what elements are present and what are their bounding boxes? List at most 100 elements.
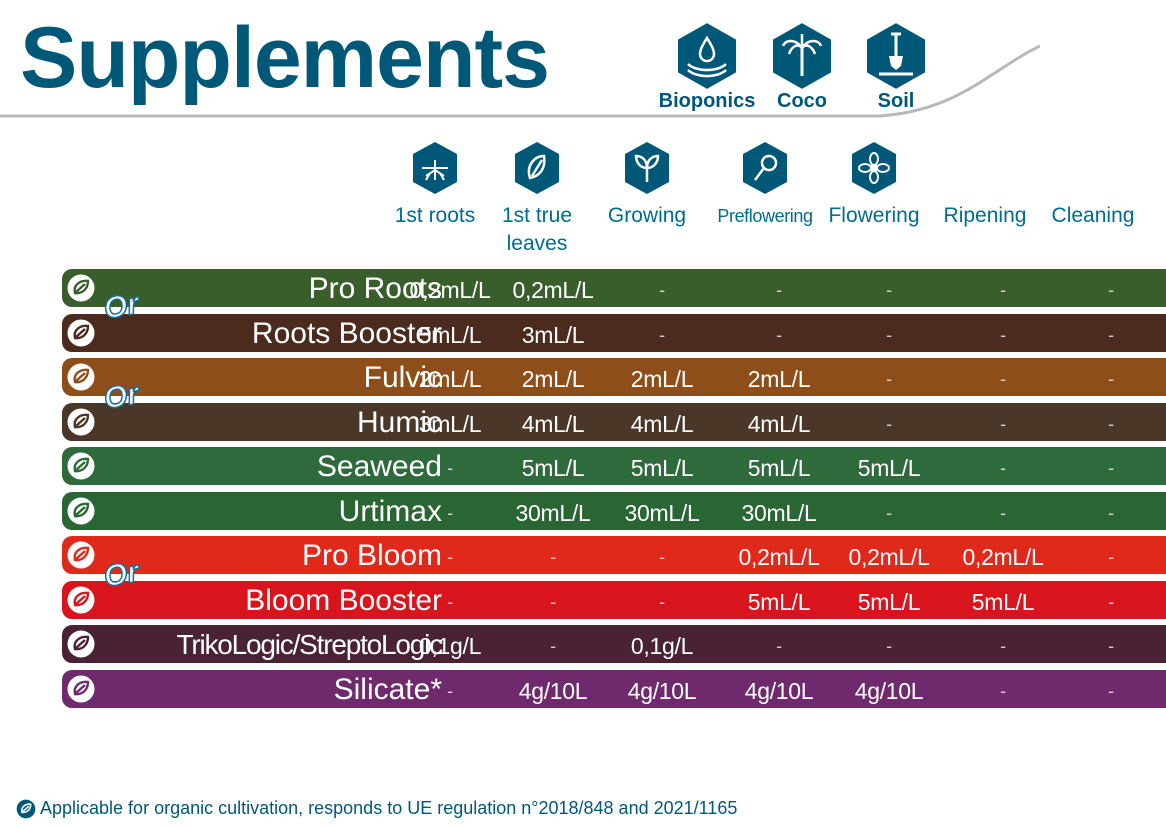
dosage-cell: - <box>886 502 892 523</box>
stage-label: 1st roots <box>394 204 476 227</box>
dosage-cell: - <box>1108 324 1114 345</box>
dosage-cell: - <box>886 324 892 345</box>
medium-soil: Soil <box>841 20 951 113</box>
dosage-cell: - <box>1000 280 1006 300</box>
roots-icon <box>413 142 457 194</box>
stage-ripening: Ripening <box>930 196 1040 230</box>
dosage-cell: 5mL/L <box>630 455 694 481</box>
product-table: Pro Roots 0,2mL/L 0,2mL/L - - - - - Roots Booste… <box>62 269 1166 714</box>
dosage-cell: - <box>1108 280 1114 300</box>
dosage-cell: 4g/10L <box>518 677 588 704</box>
table-row: Humic 3mL/L 4mL/L 4mL/L 4mL/L - - - <box>62 402 1166 441</box>
dosage-cell: 2mL/L <box>521 366 585 392</box>
table-row: Pro Bloom - - -0,2mL/L 0,2mL/L 0,2mL/L - <box>62 536 1166 574</box>
dosage-cell: 5mL/L <box>521 455 585 481</box>
dosage-cell: - <box>1108 458 1114 478</box>
dosage-cell: - <box>1108 369 1114 389</box>
medium-label: Soil <box>877 90 915 112</box>
organic-badge-icon <box>67 630 95 658</box>
organic-badge-icon <box>67 408 95 435</box>
medium-coco: Coco <box>747 20 857 113</box>
dosage-cell: 0,2mL/L <box>512 277 594 303</box>
header-band <box>0 0 1040 118</box>
stage-1st-roots: 1st roots <box>380 140 490 230</box>
stage-growing: Growing <box>592 140 702 230</box>
stage-label: Growing <box>607 204 687 227</box>
organic-badge-icon <box>67 274 95 302</box>
dosage-cell: - <box>886 369 892 389</box>
dosage-cell: - <box>1108 502 1114 523</box>
dosage-cell: 30mL/L <box>741 499 817 526</box>
flower-icon <box>852 142 896 194</box>
medium-label: Coco <box>777 90 827 112</box>
product-name: Silicate* <box>333 672 442 706</box>
dosage-cell: - <box>447 547 453 567</box>
dosage-cell: 5mL/L <box>747 588 811 615</box>
dosage-cell: 0,2mL/L <box>409 277 491 303</box>
dosage-cell: 5mL/L <box>418 321 482 348</box>
or-label: Or <box>101 286 143 326</box>
organic-badge-icon <box>67 363 95 391</box>
dosage-cell: - <box>886 636 892 656</box>
dosage-cell: 30mL/L <box>515 499 591 526</box>
page-title: Supplements <box>20 10 550 106</box>
stage-label: Flowering <box>828 204 920 227</box>
dosage-cell: - <box>1108 636 1114 656</box>
product-name: Bloom Booster <box>245 583 442 617</box>
dosage-cell: 2mL/L <box>418 366 482 392</box>
footnote-text: Applicable for organic cultivation, resp… <box>40 798 738 818</box>
dosage-cell: - <box>550 591 556 612</box>
table-row: Bloom Booster - - -5mL/L 5mL/L 5mL/L - <box>62 580 1166 619</box>
stage-cleaning: Cleaning <box>1038 196 1148 230</box>
stage-flowering: Flowering <box>819 140 929 230</box>
dosage-cell: 4g/10L <box>627 677 697 704</box>
footnote: Applicable for organic cultivation, resp… <box>16 798 737 819</box>
product-name: Urtimax <box>338 494 442 528</box>
table-row: Seaweed -5mL/L 5mL/L 5mL/L 5mL/L - - <box>62 447 1166 485</box>
sprout-icon <box>625 142 669 194</box>
product-name: Pro Bloom <box>301 539 442 572</box>
dosage-cell: 5mL/L <box>857 455 921 481</box>
table-row: Silicate* -4g/10L 4g/10L 4g/10L 4g/10L - - <box>62 669 1166 708</box>
dosage-cell: 5mL/L <box>747 455 811 481</box>
organic-badge-icon <box>67 452 95 480</box>
organic-badge-icon <box>67 586 95 613</box>
table-row: Urtimax -30mL/L 30mL/L 30mL/L - - - <box>62 491 1166 530</box>
dosage-cell: - <box>659 280 665 300</box>
product-name: TrikoLogic/StreptoLogic <box>176 629 443 660</box>
bud-icon <box>743 142 787 194</box>
dosage-cell: - <box>1000 680 1006 701</box>
table-row: TrikoLogic/StreptoLogic 0,1g/L -0,1g/L - - - - <box>62 625 1166 663</box>
dosage-cell: - <box>659 591 665 612</box>
stage-preflowering: Preflowering <box>710 140 820 230</box>
product-name: Pro Roots <box>308 272 442 305</box>
or-label: Or <box>101 376 143 416</box>
dosage-cell: - <box>776 324 782 345</box>
table-row: Roots Booster 5mL/L 3mL/L - - - - - <box>62 313 1166 352</box>
dosage-cell: - <box>1000 502 1006 523</box>
dosage-cell: - <box>1000 324 1006 345</box>
dosage-cell: 3mL/L <box>521 321 585 348</box>
dosage-cell: - <box>1108 680 1114 701</box>
organic-badge-icon <box>67 319 95 346</box>
dosage-cell: - <box>1000 413 1006 434</box>
table-row: Fulvic 2mL/L 2mL/L 2mL/L 2mL/L - - - <box>62 358 1166 396</box>
dosage-cell: 0,1g/L <box>630 633 694 659</box>
medium-label: Bioponics <box>658 90 756 112</box>
stage-label: Cleaning <box>1051 204 1135 227</box>
table-row: Pro Roots 0,2mL/L 0,2mL/L - - - - - <box>62 269 1166 307</box>
dosage-cell: 5mL/L <box>971 588 1035 615</box>
palm-tree-icon <box>771 20 833 92</box>
stage-label: 1st true leaves <box>501 204 573 255</box>
dosage-cell: - <box>447 591 453 612</box>
dosage-cell: 3mL/L <box>418 410 482 437</box>
dosage-cell: - <box>447 458 453 478</box>
leaf-icon <box>515 142 559 194</box>
organic-badge-icon <box>67 675 95 702</box>
dosage-cell: - <box>776 636 782 656</box>
stage-label: Ripening <box>943 204 1027 227</box>
dosage-cell: 4mL/L <box>747 410 811 437</box>
dosage-cell: - <box>776 280 782 300</box>
product-name: Fulvic <box>363 361 442 394</box>
medium-bioponics: Bioponics <box>652 20 762 113</box>
